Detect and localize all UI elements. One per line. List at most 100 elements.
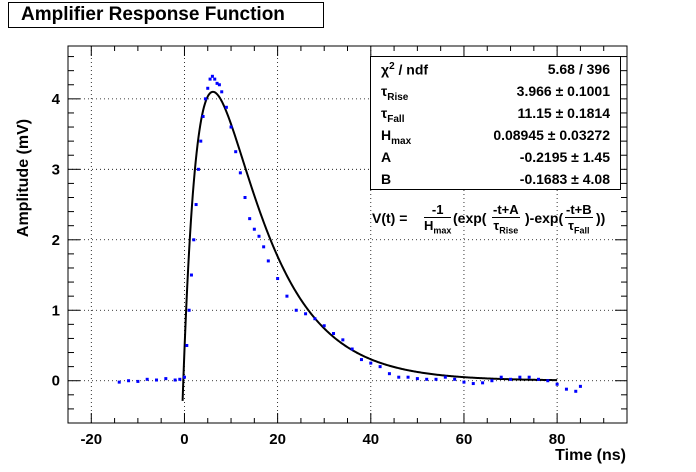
data-point [206, 86, 210, 90]
formula-fraction-hmax: -1 Hmax [424, 202, 452, 236]
data-point [178, 377, 182, 381]
x-tick-label: 60 [456, 431, 473, 448]
x-tick-label: 20 [269, 431, 286, 448]
x-tick-label: 40 [362, 431, 379, 448]
formula-fall-numerator: -t+B [565, 202, 593, 218]
data-point [332, 332, 336, 336]
stat-value-hmax: 0.08945 ± 0.03272 [493, 127, 610, 143]
stat-value-tau-fall: 11.15 ± 0.1814 [517, 105, 610, 121]
data-point [397, 375, 401, 379]
data-point [285, 294, 289, 298]
y-tick-label: 1 [52, 302, 60, 319]
data-point [155, 378, 159, 382]
y-tick-label: 2 [52, 232, 60, 249]
stat-value-b: -0.1683 ± 4.08 [519, 171, 610, 187]
data-point [518, 375, 522, 379]
data-point [313, 317, 317, 321]
data-point [564, 387, 568, 391]
formula-rise-numerator: -t+A [492, 202, 520, 218]
data-point [453, 377, 457, 381]
fit-stats-box: χ2 / ndf 5.68 / 396 τRise 3.966 ± 0.1001… [370, 56, 621, 190]
data-point [257, 234, 261, 238]
y-tick-label: 0 [52, 373, 60, 390]
data-point [359, 358, 363, 362]
formula-lhs: V(t) = [372, 210, 408, 226]
data-point [196, 167, 200, 171]
fit-curve-group [181, 90, 558, 401]
data-point [443, 375, 447, 379]
x-tick-label: 80 [549, 431, 566, 448]
stat-row-hmax: Hmax 0.08945 ± 0.03272 [371, 125, 620, 147]
stat-name-hmax: Hmax [381, 127, 412, 147]
data-point [499, 375, 503, 379]
data-point [555, 382, 559, 386]
data-point [294, 308, 298, 312]
data-point [578, 384, 582, 388]
data-point [173, 378, 177, 382]
data-point [145, 377, 149, 381]
y-tick-label: 4 [52, 91, 61, 108]
data-point [462, 380, 466, 384]
data-point [304, 312, 308, 316]
formula-frac-numerator: -1 [424, 202, 452, 218]
formula-fall-denominator: τFall [568, 218, 590, 236]
data-point [194, 203, 198, 207]
stat-row-tau-fall: τFall 11.15 ± 0.1814 [371, 103, 620, 125]
data-point [201, 114, 205, 118]
data-point [238, 171, 242, 175]
data-point [536, 377, 540, 381]
data-point [203, 97, 207, 101]
data-point [387, 372, 391, 376]
data-point [350, 347, 354, 351]
fit-formula: V(t) = -1 Hmax (exp( -t+A τRise )-exp( -… [372, 200, 642, 240]
data-point [248, 217, 252, 221]
data-point [217, 83, 221, 87]
stat-row-tau-rise: τRise 3.966 ± 0.1001 [371, 81, 620, 103]
stat-name-tau-fall: τFall [381, 105, 405, 125]
formula-exp-close: )) [596, 210, 606, 226]
data-point [189, 273, 193, 277]
stat-row-chi2: χ2 / ndf 5.68 / 396 [371, 59, 620, 80]
data-point [378, 365, 382, 369]
data-point [434, 377, 438, 381]
data-point [471, 382, 475, 386]
data-point [490, 379, 494, 383]
chart-title: Amplifier Response Function [21, 4, 285, 25]
data-points-group [117, 74, 582, 393]
formula-exp-open: (exp( [453, 210, 487, 226]
data-point [406, 375, 410, 379]
data-point [182, 375, 186, 379]
stat-row-b: B -0.1683 ± 4.08 [371, 169, 620, 190]
data-point [136, 379, 140, 383]
stat-value-tau-rise: 3.966 ± 0.1001 [516, 83, 610, 99]
data-point [266, 259, 270, 263]
data-point [243, 196, 247, 200]
formula-fraction-fall: -t+B τFall [565, 202, 593, 236]
data-point [199, 139, 203, 143]
data-point [574, 389, 578, 393]
data-point [234, 150, 238, 154]
data-point [262, 245, 266, 249]
chart-title-box: Amplifier Response Function [8, 2, 324, 28]
data-point [187, 308, 191, 312]
fit-curve [181, 90, 558, 401]
stat-row-a: A -0.2195 ± 1.45 [371, 147, 620, 168]
formula-fraction-rise: -t+A τRise [492, 202, 520, 236]
data-point [252, 227, 256, 231]
data-point [215, 81, 219, 85]
data-point [415, 377, 419, 381]
data-point [425, 377, 429, 381]
data-point [192, 238, 196, 242]
stat-name-b: B [381, 171, 392, 187]
formula-frac-denominator: Hmax [424, 218, 452, 236]
data-point [220, 90, 224, 94]
stat-name-a: A [381, 149, 392, 165]
stat-value-chi2: 5.68 / 396 [547, 61, 610, 77]
axis-ticks [67, 46, 628, 424]
data-point [224, 105, 228, 109]
data-point [210, 74, 214, 78]
data-point [117, 380, 121, 384]
data-point [369, 361, 373, 365]
stat-value-a: -0.2195 ± 1.45 [519, 149, 610, 165]
